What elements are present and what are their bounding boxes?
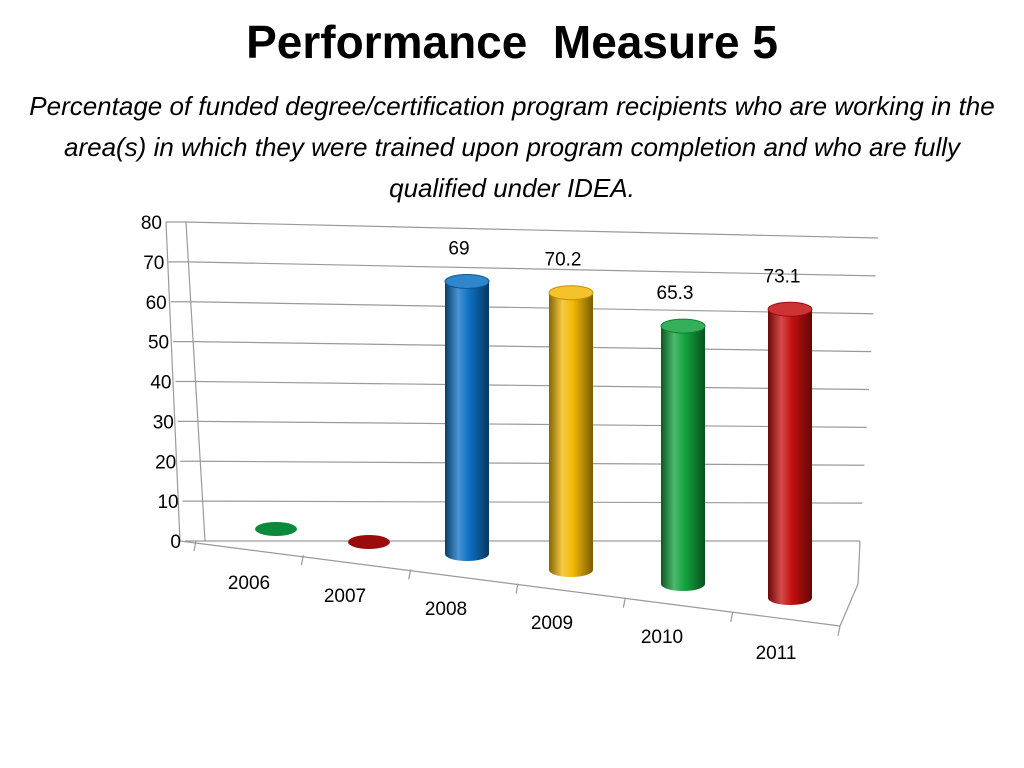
x-tick-label: 2009	[531, 613, 573, 634]
gridline	[193, 341, 872, 353]
x-tick-label: 2006	[228, 573, 270, 594]
data-label: 69	[448, 238, 469, 259]
data-label: 65.3	[657, 283, 694, 304]
chart-grid	[166, 221, 879, 542]
y-axis-line	[165, 221, 181, 542]
bar-2011	[767, 301, 813, 605]
bar-base	[255, 522, 297, 536]
bar-top	[548, 285, 594, 301]
back-wall-edge	[185, 221, 206, 542]
bar-top	[767, 301, 813, 317]
y-tick-label: 30	[153, 412, 174, 433]
bar-top	[444, 273, 490, 289]
data-label: 73.1	[764, 266, 801, 287]
x-tick	[408, 569, 412, 580]
bar-body	[445, 281, 489, 561]
chart-title: Performance Measure 5	[246, 16, 778, 68]
floor-right-edge	[857, 540, 861, 585]
gridline	[202, 500, 863, 504]
bar-2007	[348, 535, 390, 549]
x-tick-label: 2007	[324, 586, 366, 607]
x-tick-label: 2008	[425, 599, 467, 620]
y-tick-label: 70	[143, 253, 164, 274]
chart-labels: 0 10 20 30 40 50 60 70 80 69 70.2 65.3 73.1 2006 2007 2…	[141, 213, 801, 664]
bar-body	[549, 292, 593, 577]
chart-axes	[165, 221, 861, 637]
bar-body	[661, 326, 705, 591]
bar-2010	[660, 318, 706, 591]
gridline	[197, 420, 867, 428]
bar-base	[348, 535, 390, 549]
x-tick	[300, 555, 304, 566]
y-tick-label: 80	[141, 213, 162, 234]
y-tick-label: 60	[146, 293, 167, 314]
gridline	[188, 261, 876, 277]
y-tick-label: 0	[170, 532, 181, 553]
x-tick	[730, 611, 734, 622]
gridline	[185, 221, 879, 239]
bar-top	[660, 318, 706, 334]
y-tick-label: 50	[148, 333, 169, 354]
gridline	[195, 380, 870, 391]
x-tick	[622, 597, 626, 608]
bar-2006	[255, 522, 297, 536]
x-tick-label: 2011	[756, 643, 797, 664]
x-tick-label: 2010	[641, 627, 683, 648]
bar-2009	[548, 285, 594, 577]
floor-front-edge	[179, 540, 841, 627]
bar-2008	[444, 273, 490, 561]
y-tick-label: 10	[157, 492, 178, 513]
gridline	[190, 301, 874, 315]
chart-subtitle: Percentage of funded degree/certificatio…	[29, 91, 995, 203]
bar-body	[768, 309, 812, 605]
y-tick-label: 40	[150, 373, 171, 394]
chart-bars	[255, 273, 813, 605]
y-tick-label: 20	[155, 452, 176, 473]
gridline	[200, 460, 865, 466]
x-tick	[515, 583, 519, 594]
floor-corner	[839, 583, 859, 627]
data-label: 70.2	[545, 250, 582, 271]
x-tick	[837, 625, 841, 637]
x-tick	[193, 540, 197, 552]
